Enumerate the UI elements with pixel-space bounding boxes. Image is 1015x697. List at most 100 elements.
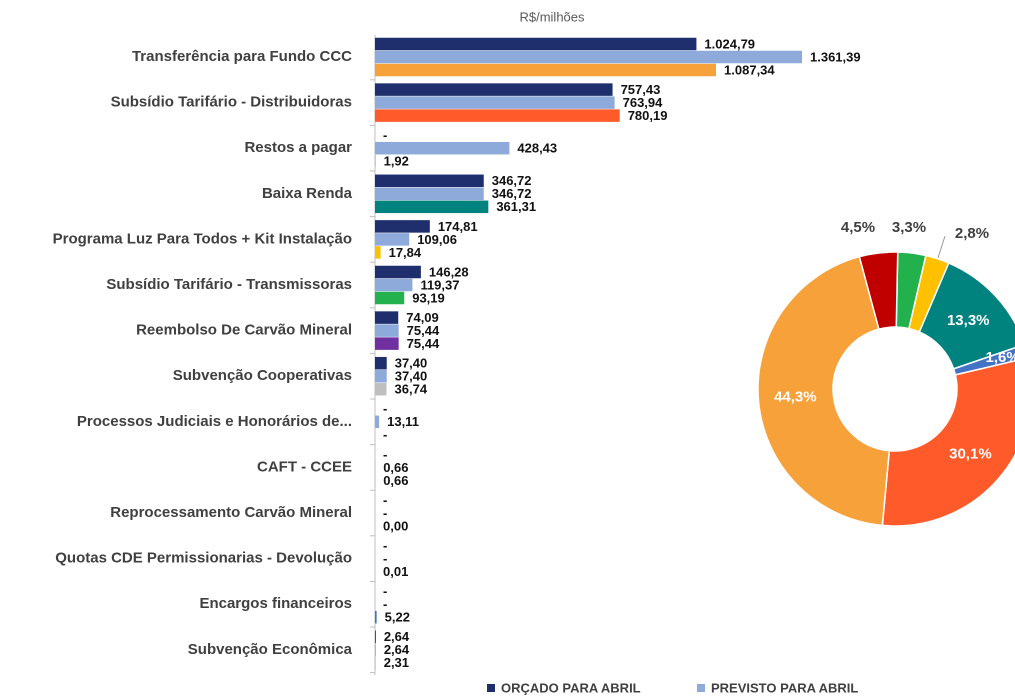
category-label: Baixa Renda (262, 185, 353, 202)
value-label: 763,94 (623, 95, 664, 110)
bar (375, 324, 399, 337)
value-label: - (383, 401, 387, 416)
category-label: Quotas CDE Permissionarias - Devolução (55, 550, 352, 567)
value-label: 146,28 (429, 264, 469, 279)
value-label: - (383, 597, 387, 612)
category-label: CAFT - CCEE (257, 458, 352, 475)
bar (375, 643, 376, 657)
bar (375, 96, 615, 109)
value-label: - (383, 551, 387, 566)
category-label: Subsídio Tarifário - Distribuidoras (111, 94, 352, 111)
value-label: 13,11 (387, 414, 419, 429)
value-label: 37,40 (395, 356, 428, 371)
value-label: 0,00 (383, 518, 408, 533)
donut-label: 4,5% (841, 219, 875, 236)
bar (375, 174, 484, 188)
donut-slice (881, 360, 1015, 527)
legend-swatch (697, 684, 705, 692)
category-label: Processos Judiciais e Honorários de... (77, 413, 352, 430)
category-label: Restos a pagar (244, 139, 352, 156)
category-label: Programa Luz Para Todos + Kit Instalação (53, 230, 352, 247)
value-label: - (383, 492, 387, 507)
legend-swatch (487, 684, 495, 692)
donut-slice (918, 262, 1015, 370)
bar (375, 246, 381, 259)
value-label: 757,43 (621, 82, 661, 97)
value-label: 74,09 (406, 310, 439, 325)
bar (375, 311, 399, 324)
bar (375, 291, 405, 305)
category-label: Subvenção Econômica (188, 641, 353, 658)
donut-slice (757, 255, 891, 527)
donut-label: 1,6% (986, 349, 1015, 366)
bar (375, 356, 387, 370)
value-label: 174,81 (438, 219, 478, 234)
bar (375, 220, 430, 233)
donut-label: 3,3% (892, 219, 926, 236)
bar (375, 187, 484, 201)
value-label: 1.361,39 (810, 49, 861, 64)
value-label: 5,22 (385, 610, 410, 625)
category-label: Transferência para Fundo CCC (132, 48, 352, 65)
value-label: 1,92 (384, 154, 409, 169)
legend-label: PREVISTO PARA ABRIL (711, 680, 858, 695)
value-label: - (383, 584, 387, 599)
value-label: 0,66 (383, 460, 408, 475)
value-label: 75,44 (407, 323, 440, 338)
bar (375, 278, 413, 292)
donut-label: 13,3% (947, 312, 990, 329)
value-label: 2,64 (384, 629, 410, 644)
value-label: 346,72 (492, 186, 532, 201)
value-label: 0,66 (383, 473, 408, 488)
category-label: Subsídio Tarifário - Transmissoras (106, 276, 352, 293)
bar (375, 141, 510, 155)
axis-label: R$/milhões (519, 9, 585, 24)
value-label: 2,64 (384, 642, 410, 657)
value-label: 17,84 (389, 245, 422, 260)
value-label: 2,31 (384, 655, 409, 670)
leader-line (937, 235, 946, 259)
bar (375, 656, 376, 670)
value-label: 119,37 (420, 277, 459, 292)
bar (375, 265, 421, 279)
bar (375, 415, 380, 429)
value-label: 428,43 (517, 141, 557, 156)
category-label: Encargos financeiros (199, 595, 352, 612)
category-label: Reprocessamento Carvão Mineral (110, 504, 352, 521)
bar (375, 37, 697, 51)
bar (375, 369, 387, 383)
value-label: - (383, 447, 387, 462)
donut-label: 30,1% (949, 446, 992, 463)
bar (375, 630, 376, 644)
value-label: 93,19 (412, 290, 445, 305)
donut-label: 44,3% (774, 388, 817, 405)
legend-label: ORÇADO PARA ABRIL (501, 680, 641, 695)
bar (375, 200, 489, 214)
bar (375, 154, 376, 168)
donut-slice (858, 251, 899, 331)
bar (375, 610, 377, 624)
value-label: 361,31 (496, 199, 536, 214)
value-label: 780,19 (628, 108, 668, 123)
value-label: 36,74 (395, 382, 428, 397)
value-label: 1.024,79 (704, 36, 755, 51)
value-label: 1.087,34 (724, 62, 775, 77)
bar (375, 337, 399, 350)
bar (375, 382, 387, 396)
value-label: 109,06 (417, 232, 457, 247)
bar (375, 50, 802, 64)
value-label: - (383, 128, 387, 143)
bar (375, 63, 717, 77)
category-label: Subvenção Cooperativas (173, 367, 352, 384)
bar (375, 83, 613, 96)
value-label: - (383, 538, 387, 553)
value-label: 37,40 (395, 369, 428, 384)
value-label: 0,01 (383, 564, 408, 579)
value-label: - (383, 505, 387, 520)
value-label: 75,44 (407, 336, 440, 351)
donut-label: 2,8% (955, 225, 989, 242)
category-label: Reembolso De Carvão Mineral (136, 322, 352, 339)
value-label: 346,72 (492, 173, 532, 188)
value-label: - (383, 427, 387, 442)
